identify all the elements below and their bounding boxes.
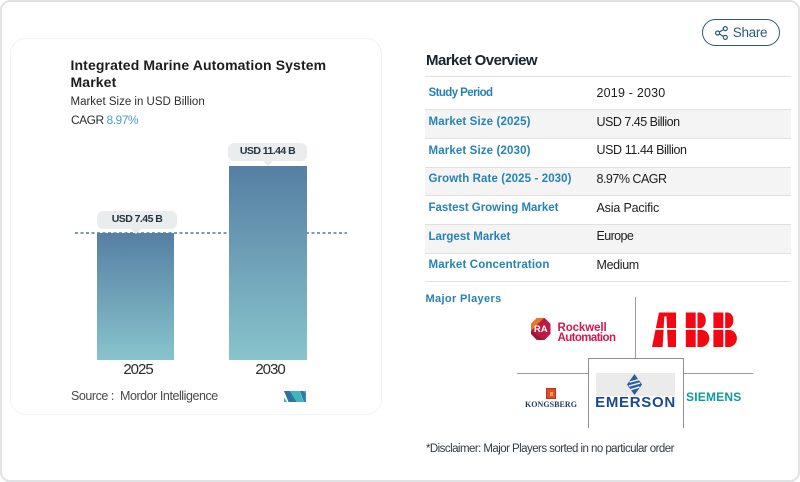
svg-text:RA: RA <box>533 324 547 335</box>
